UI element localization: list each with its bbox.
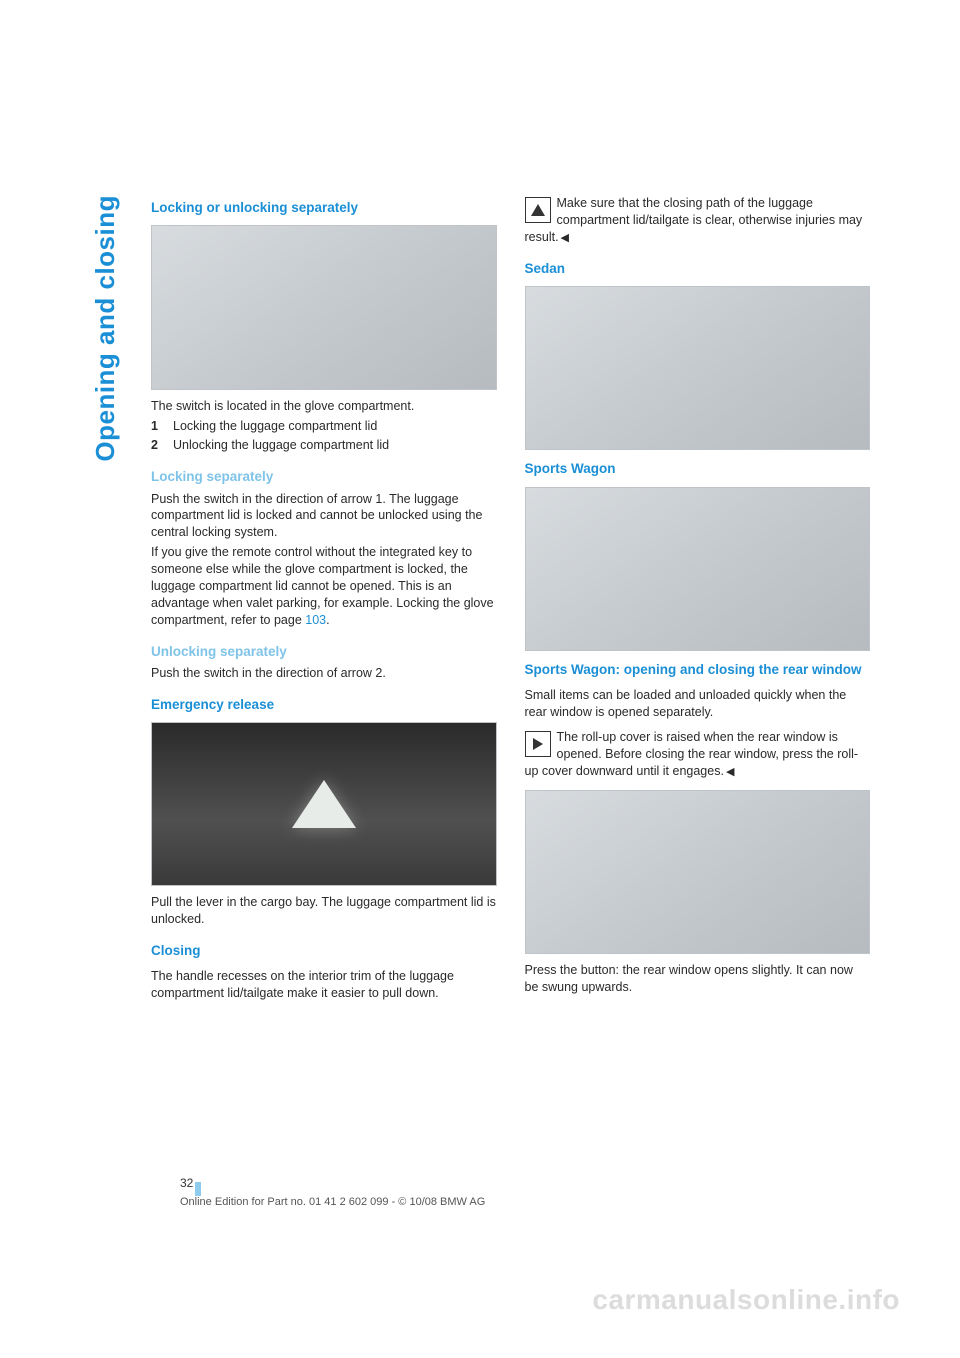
body-text: If you give the remote control without t… (151, 544, 497, 628)
warning-block: Make sure that the closing path of the l… (525, 195, 871, 246)
heading-emergency-release: Emergency release (151, 696, 497, 714)
right-column: Make sure that the closing path of the l… (525, 195, 871, 1215)
warning-icon (525, 197, 551, 223)
body-text: The handle recesses on the interior trim… (151, 968, 497, 1002)
heading-sedan: Sedan (525, 260, 871, 278)
heading-unlocking-separately: Unlocking separately (151, 643, 497, 661)
intro-text: The switch is located in the glove compa… (151, 398, 497, 415)
illustration-emergency-release (151, 722, 497, 887)
section-tab: Opening and closing (90, 195, 121, 462)
illustration-sports-wagon (525, 487, 871, 652)
warning-text: Make sure that the closing path of the l… (525, 196, 863, 244)
list-number: 1 (151, 418, 173, 435)
body-text: Push the switch in the direction of arro… (151, 491, 497, 542)
list-text: Unlocking the luggage compartment lid (173, 437, 389, 454)
page-reference[interactable]: 103 (305, 613, 326, 627)
triangle-icon (292, 780, 356, 828)
body-text: Small items can be loaded and unloaded q… (525, 687, 871, 721)
body-text: Push the switch in the direction of arro… (151, 665, 497, 682)
list-item: 1 Locking the luggage compartment lid (151, 418, 497, 435)
list-item: 2 Unlocking the luggage compartment lid (151, 437, 497, 454)
page-content: Opening and closing Locking or unlocking… (90, 195, 870, 1215)
watermark: carmanualsonline.info (592, 1284, 900, 1316)
heading-rear-window: Sports Wagon: opening and closing the re… (525, 661, 871, 679)
body-text: Pull the lever in the cargo bay. The lug… (151, 894, 497, 928)
heading-closing: Closing (151, 942, 497, 960)
page-footer: 32 Online Edition for Part no. 01 41 2 6… (180, 1176, 870, 1208)
heading-locking-separately: Locking separately (151, 468, 497, 486)
list-text: Locking the luggage compartment lid (173, 418, 377, 435)
footer-line: Online Edition for Part no. 01 41 2 602 … (180, 1196, 485, 1208)
body-text: Press the button: the rear window opens … (525, 962, 871, 996)
heading-locking-unlocking: Locking or unlocking separately (151, 199, 497, 217)
illustration-sedan (525, 286, 871, 451)
page-number-bar (195, 1182, 201, 1196)
list-number: 2 (151, 437, 173, 454)
illustration-rear-window-button (525, 790, 871, 955)
illustration-glove-switch (151, 225, 497, 390)
left-column: Locking or unlocking separately The swit… (151, 195, 497, 1215)
page-number: 32 (180, 1176, 193, 1190)
two-column-layout: Locking or unlocking separately The swit… (151, 195, 870, 1215)
info-block: The roll-up cover is raised when the rea… (525, 729, 871, 780)
info-text: The roll-up cover is raised when the rea… (525, 730, 859, 778)
info-icon (525, 731, 551, 757)
heading-sports-wagon: Sports Wagon (525, 460, 871, 478)
